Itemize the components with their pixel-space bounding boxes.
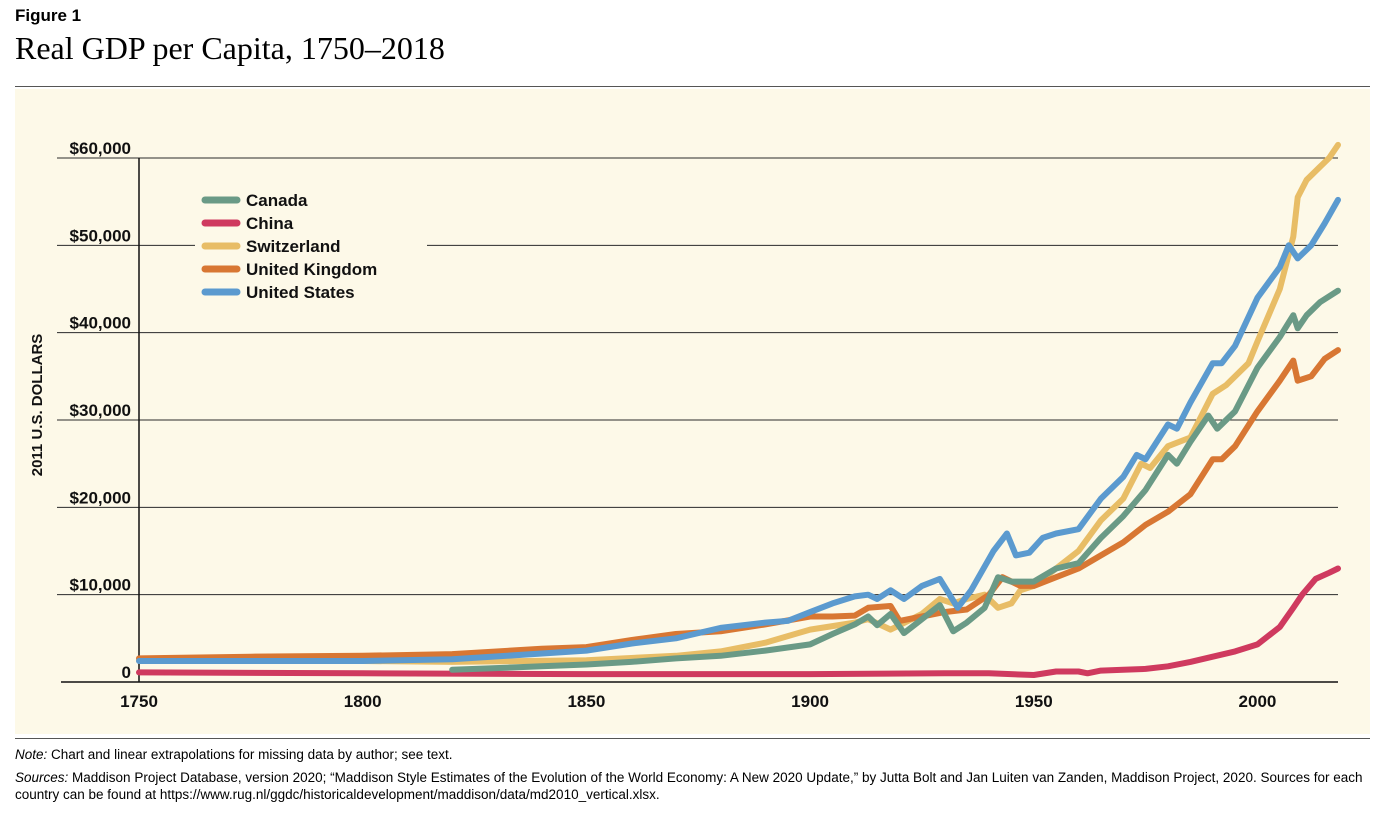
y-tick-label: $60,000 <box>70 139 131 158</box>
y-tick-label: 0 <box>122 663 131 682</box>
legend-label: Canada <box>246 191 308 210</box>
chart-panel: 0 $10,000 $20,000 $30,000 $40,000 $50,000 $60,… <box>15 89 1370 734</box>
y-tick-label: $50,000 <box>70 226 131 245</box>
x-tick-label: 1750 <box>120 692 158 711</box>
x-tick-label: 1950 <box>1015 692 1053 711</box>
legend-label: Switzerland <box>246 237 340 256</box>
chart-title: Real GDP per Capita, 1750–2018 <box>15 30 445 66</box>
series-line-china <box>136 565 1341 678</box>
sources-label: Sources: <box>15 770 69 785</box>
y-tick-label: $10,000 <box>70 576 131 595</box>
sources-line: Sources: Maddison Project Database, vers… <box>15 769 1375 803</box>
note-text: Chart and linear extrapolations for miss… <box>47 747 453 762</box>
series-line-united-states <box>136 196 1341 664</box>
y-tick-label: $30,000 <box>70 401 131 420</box>
legend-label: United States <box>246 283 355 302</box>
series-line-canada <box>449 287 1341 673</box>
y-tick-label: $40,000 <box>70 314 131 333</box>
notes: Note: Chart and linear extrapolations fo… <box>15 746 1375 803</box>
y-tick-label: $20,000 <box>70 488 131 507</box>
y-axis-title: 2011 U.S. DOLLARS <box>29 334 46 477</box>
x-tick-label: 1900 <box>791 692 829 711</box>
line-chart: 0 $10,000 $20,000 $30,000 $40,000 $50,000 $60,… <box>29 139 1341 711</box>
note-line: Note: Chart and linear extrapolations fo… <box>15 746 1375 763</box>
top-divider <box>15 86 1370 87</box>
x-tick-label: 2000 <box>1239 692 1277 711</box>
figure-label: Figure 1 <box>15 6 82 25</box>
note-label: Note: <box>15 747 48 762</box>
legend-label: China <box>246 214 294 233</box>
x-tick-label: 1850 <box>567 692 605 711</box>
legend-label: United Kingdom <box>246 260 377 279</box>
x-tick-label: 1800 <box>344 692 382 711</box>
bottom-divider <box>15 738 1370 739</box>
series-line-united-kingdom <box>136 347 1341 662</box>
sources-text: Maddison Project Database, version 2020;… <box>15 770 1363 802</box>
